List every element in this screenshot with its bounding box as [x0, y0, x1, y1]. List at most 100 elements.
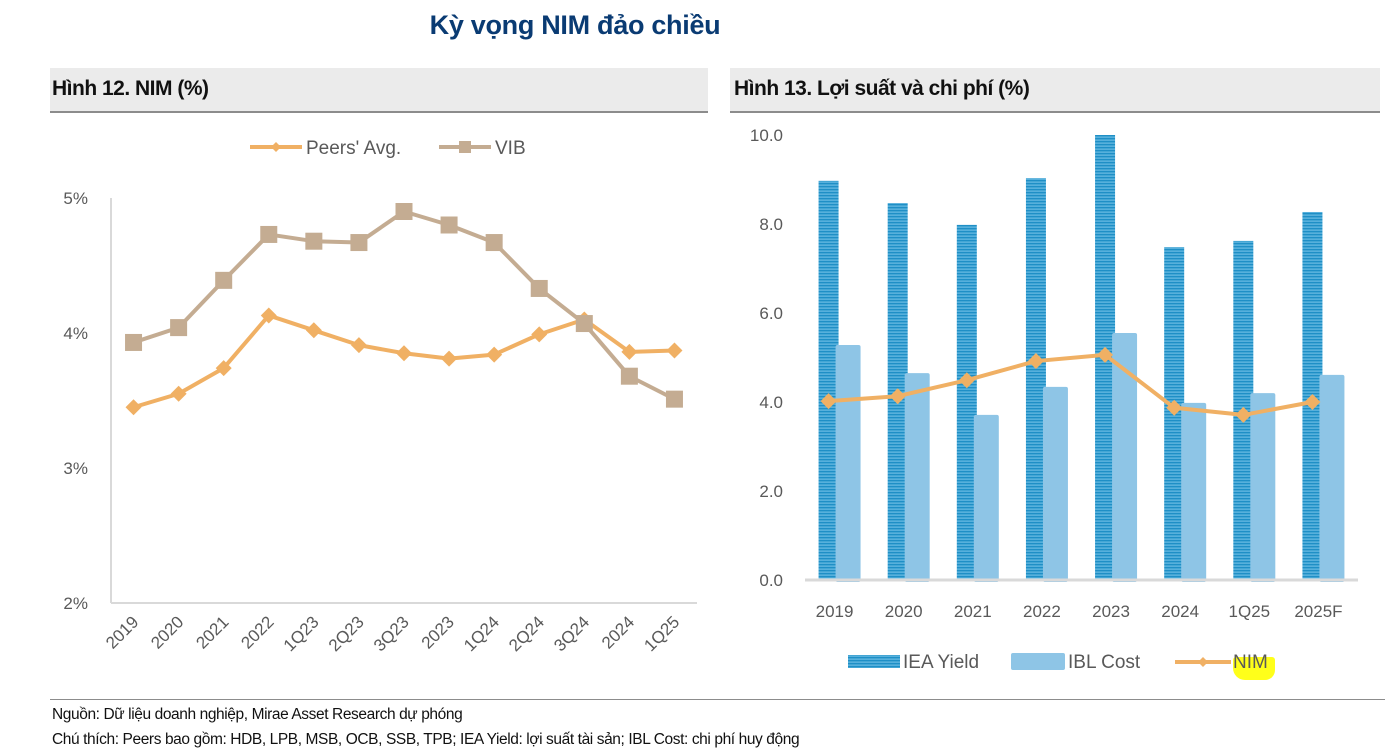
x-tick-label: 2023 — [1092, 602, 1130, 621]
nim-point — [1027, 353, 1044, 370]
vib-point — [170, 319, 188, 337]
peers-avg-point — [666, 342, 683, 359]
x-tick-label: 2021 — [954, 602, 992, 621]
y-tick-label: 2.0 — [759, 482, 783, 501]
legend-vib-label: VIB — [495, 138, 526, 159]
y-tick-label: 3% — [63, 459, 88, 478]
ibl-cost-bar — [1042, 386, 1068, 582]
page-title: Kỳ vọng NIM đảo chiều — [429, 10, 721, 40]
y-tick-label: 10.0 — [750, 126, 783, 145]
legend-peers-marker — [271, 142, 281, 152]
legend: Peers' Avg. VIB — [250, 138, 526, 159]
x-tick-label: 1Q24 — [460, 612, 503, 655]
vib-point — [125, 333, 143, 351]
vib-point — [260, 225, 278, 243]
x-tick-label: 2019 — [102, 612, 142, 652]
y-tick-label: 0.0 — [759, 571, 783, 590]
nim-point — [1304, 394, 1321, 410]
legend-ibl-label: IBL Cost — [1068, 652, 1141, 673]
peers-avg-point — [396, 345, 412, 362]
y-tick-label: 2% — [63, 594, 88, 613]
ibl-cost-bar — [1112, 333, 1138, 582]
peers-avg-point — [531, 326, 548, 343]
figure-12-header: Hình 12. NIM (%) — [50, 68, 708, 113]
legend-vib-marker — [459, 141, 471, 153]
y-tick-label: 6.0 — [759, 304, 783, 323]
legend-iea-label: IEA Yield — [903, 652, 979, 673]
x-tick-label: 3Q24 — [550, 612, 593, 655]
figure-13-header: Hình 13. Lợi suất và chi phí (%) — [730, 68, 1380, 113]
legend-ibl-swatch — [1011, 653, 1065, 670]
ibl-cost-bar — [835, 345, 861, 582]
y-tick-label: 4% — [63, 324, 88, 343]
nim-point — [889, 388, 906, 405]
nim-line-chart: 2% 3% 4% 5% 2019 2020 2021 2022 1Q23 2Q23 3Q23 2023… — [63, 138, 697, 655]
vib-point — [530, 279, 548, 297]
peers-avg-point — [260, 307, 277, 324]
legend-nim-marker — [1198, 657, 1208, 667]
figure-13-title: Hình 13. Lợi suất và chi phí (%) — [734, 77, 1030, 100]
legend-note: Chú thích: Peers bao gồm: HDB, LPB, MSB,… — [52, 731, 800, 748]
ibl-cost-bar — [1319, 374, 1345, 582]
nim-point — [1097, 346, 1114, 363]
x-tick-label: 1Q25 — [640, 612, 683, 655]
x-tick-label: 2020 — [147, 612, 187, 652]
x-tick-label: 2025F — [1294, 602, 1342, 621]
y-tick-label: 8.0 — [759, 215, 783, 234]
vib-point — [350, 234, 368, 252]
footer-divider — [50, 699, 1385, 700]
x-tick-label: 2020 — [885, 602, 923, 621]
ibl-cost-bar — [904, 373, 930, 582]
peers-avg-point — [350, 337, 367, 354]
peers-avg-point — [170, 385, 187, 402]
x-tick-label: 2022 — [237, 612, 277, 652]
x-tick-label: 2Q24 — [505, 612, 548, 655]
peers-avg-line — [132, 313, 675, 410]
nim-line — [828, 352, 1313, 417]
vib-point — [620, 367, 638, 385]
iea-yield-bar — [818, 180, 839, 580]
x-tick-label: 2024 — [1161, 602, 1199, 621]
peers-avg-point — [441, 350, 458, 367]
iea-yield-bar — [956, 224, 977, 580]
x-tick-label: 2022 — [1023, 602, 1061, 621]
x-tick-label: 1Q23 — [280, 612, 323, 655]
vib-point — [485, 234, 503, 252]
yield-cost-chart: 0.0 2.0 4.0 6.0 8.0 10.0 2019 2020 2021 2022 2023 2… — [750, 126, 1358, 673]
x-tick-label: 2023 — [418, 612, 458, 652]
peers-avg-point — [621, 343, 638, 360]
legend-iea-swatch — [848, 655, 900, 668]
peers-avg-point — [215, 360, 232, 377]
legend-peers-label: Peers' Avg. — [306, 138, 401, 159]
y-tick-label: 4.0 — [759, 393, 783, 412]
x-tick-label: 2024 — [598, 612, 638, 652]
x-tick-label: 2Q23 — [325, 612, 368, 655]
nim-point — [1235, 406, 1252, 423]
nim-point — [820, 393, 837, 410]
x-tick-label: 2019 — [816, 602, 854, 621]
vib-point — [215, 271, 233, 289]
vib-point — [575, 315, 593, 333]
legend-nim-label: NIM — [1233, 652, 1268, 673]
peers-avg-point — [305, 322, 322, 339]
vib-point — [665, 390, 683, 408]
nim-legend-highlight — [1233, 657, 1275, 680]
peers-avg-point — [125, 399, 142, 416]
x-tick-label: 2021 — [192, 612, 232, 652]
ibl-cost-bar — [1250, 393, 1276, 582]
ibl-cost-bar — [973, 414, 999, 582]
y-tick-label: 5% — [63, 189, 88, 208]
vib-point — [395, 203, 413, 220]
ibl-cost-bar — [1181, 402, 1207, 582]
figure-12-title: Hình 12. NIM (%) — [52, 77, 209, 100]
vib-point — [440, 216, 458, 234]
source-note: Nguồn: Dữ liệu doanh nghiệp, Mirae Asset… — [52, 706, 463, 723]
iea-yield-bar — [1025, 178, 1046, 581]
nim-point — [1166, 399, 1183, 416]
x-tick-label: 1Q25 — [1229, 602, 1271, 621]
legend: IEA Yield IBL Cost NIM — [848, 652, 1268, 673]
vib-point — [305, 232, 323, 250]
peers-avg-point — [486, 346, 503, 363]
nim-point — [958, 372, 975, 389]
